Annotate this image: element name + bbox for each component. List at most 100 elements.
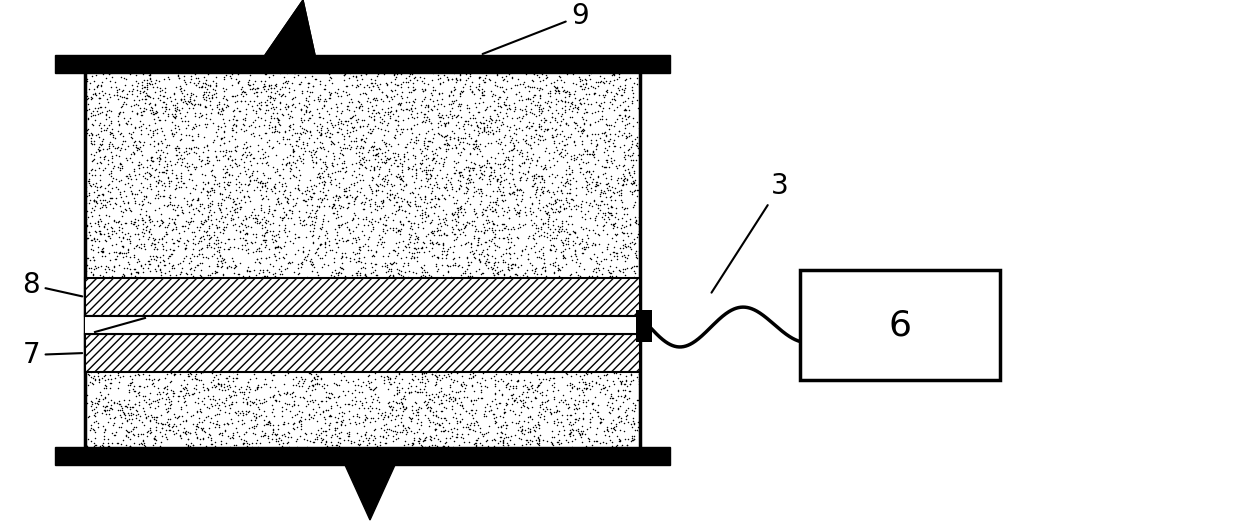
Point — [383, 378, 403, 386]
Point — [355, 89, 374, 97]
Point — [577, 380, 596, 388]
Point — [186, 181, 206, 189]
Point — [444, 396, 464, 405]
Point — [98, 406, 118, 415]
Point — [258, 161, 278, 169]
Point — [195, 216, 215, 225]
Point — [180, 170, 200, 179]
Point — [236, 407, 255, 415]
Text: 9: 9 — [482, 2, 589, 54]
Point — [559, 430, 579, 438]
Point — [570, 95, 590, 103]
Point — [446, 74, 466, 82]
Point — [404, 73, 424, 82]
Point — [169, 237, 188, 245]
Point — [210, 227, 229, 236]
Point — [600, 121, 620, 130]
Point — [487, 269, 507, 278]
Point — [479, 258, 498, 266]
Point — [605, 219, 625, 227]
Point — [143, 104, 162, 113]
Point — [112, 162, 131, 170]
Point — [482, 202, 502, 211]
Point — [627, 143, 647, 152]
Point — [377, 80, 397, 89]
Point — [294, 394, 314, 403]
Point — [299, 100, 319, 109]
Point — [567, 404, 587, 412]
Point — [84, 411, 104, 419]
Point — [237, 236, 257, 245]
Point — [311, 126, 331, 135]
Point — [587, 178, 606, 186]
Point — [325, 168, 345, 176]
Point — [425, 368, 445, 376]
Point — [279, 126, 299, 135]
Point — [350, 441, 370, 449]
Point — [342, 97, 362, 106]
Point — [154, 168, 174, 176]
Point — [311, 423, 331, 432]
Point — [151, 419, 171, 427]
Point — [393, 261, 413, 270]
Point — [448, 76, 467, 84]
Point — [177, 379, 197, 388]
Point — [180, 428, 200, 437]
Point — [358, 435, 378, 444]
Point — [76, 267, 95, 275]
Point — [498, 153, 518, 161]
Point — [98, 225, 118, 233]
Point — [88, 423, 108, 431]
Point — [217, 168, 237, 177]
Point — [596, 132, 616, 140]
Point — [489, 149, 508, 157]
Point — [176, 252, 196, 260]
Point — [611, 117, 631, 125]
Point — [301, 213, 321, 221]
Point — [594, 370, 614, 379]
Point — [165, 413, 185, 421]
Point — [93, 442, 113, 450]
Point — [417, 391, 436, 399]
Point — [374, 70, 394, 79]
Point — [150, 151, 170, 160]
Point — [125, 215, 145, 223]
Point — [291, 130, 311, 139]
Point — [327, 210, 347, 218]
Point — [128, 110, 148, 119]
Point — [456, 187, 476, 196]
Point — [435, 135, 455, 144]
Point — [81, 93, 100, 102]
Point — [213, 270, 233, 279]
Point — [362, 214, 382, 223]
Point — [327, 160, 347, 169]
Point — [339, 73, 358, 82]
Point — [138, 156, 157, 164]
Point — [327, 231, 347, 239]
Point — [517, 435, 537, 444]
Point — [430, 421, 450, 430]
Point — [467, 240, 487, 249]
Point — [98, 375, 118, 383]
Point — [409, 159, 429, 167]
Point — [215, 185, 234, 193]
Point — [299, 92, 319, 100]
Point — [134, 75, 154, 84]
Point — [450, 172, 470, 180]
Point — [342, 112, 362, 120]
Point — [461, 258, 481, 266]
Point — [549, 130, 569, 138]
Point — [448, 212, 467, 221]
Point — [482, 187, 502, 195]
Point — [382, 411, 402, 419]
Point — [181, 91, 201, 100]
Point — [521, 427, 541, 435]
Point — [522, 199, 542, 208]
Point — [569, 428, 589, 437]
Point — [521, 243, 541, 252]
Point — [217, 168, 237, 177]
Point — [527, 439, 547, 447]
Point — [347, 271, 367, 279]
Point — [286, 373, 306, 381]
Point — [387, 388, 407, 397]
